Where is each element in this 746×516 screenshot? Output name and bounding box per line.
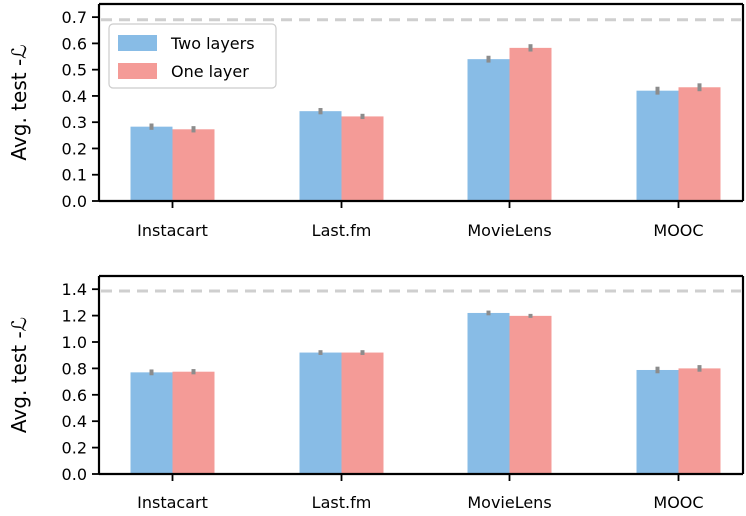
y-tick-label: 1.0 <box>62 333 87 352</box>
y-tick-label: 0.3 <box>62 113 87 132</box>
y-tick-label: 0.2 <box>62 139 87 158</box>
x-tick-label: Instacart <box>137 221 208 240</box>
bottom-chart: 0.0 0.2 0.4 0.6 0.8 1.0 1.2 1.4 Instacart Last.fm… <box>7 274 745 512</box>
x-tick-label: MovieLens <box>467 493 551 512</box>
bar-one-layer-instacart <box>172 371 215 474</box>
bar-two-layers-movielens <box>467 59 510 201</box>
y-tick-label: 0.1 <box>62 166 87 185</box>
y-tick-label: 0.4 <box>62 87 87 106</box>
bar-one-layer-movielens <box>509 47 552 202</box>
x-tick-label: Last.fm <box>312 493 372 512</box>
legend-label-one-layer: One layer <box>171 62 249 81</box>
y-tick-label: 0.8 <box>62 359 87 378</box>
bar-one-layer-instacart <box>172 129 215 201</box>
x-tick-label: MovieLens <box>467 221 551 240</box>
x-tick-label: Instacart <box>137 493 208 512</box>
x-tick-label: MOOC <box>653 493 703 512</box>
y-tick-label: 0.2 <box>62 439 87 458</box>
y-tick-label: 1.4 <box>62 280 87 299</box>
bar-two-layers-instacart <box>130 372 173 474</box>
bar-two-layers-instacart <box>130 126 173 201</box>
y-tick-label: 0.6 <box>62 386 87 405</box>
x-tick-label: Last.fm <box>312 221 372 240</box>
y-tick-label: 0.0 <box>62 192 87 211</box>
y-tick-label: 0.0 <box>62 465 87 484</box>
legend-swatch-one-layer <box>118 63 157 79</box>
y-tick-label: 0.4 <box>62 412 87 431</box>
legend-swatch-two-layers <box>118 35 157 51</box>
bar-two-layers-last-fm <box>299 352 342 474</box>
legend-label-two-layers: Two layers <box>170 34 255 53</box>
bar-two-layers-last-fm <box>299 111 342 201</box>
top-chart: 0.0 0.1 0.2 0.3 0.4 0.5 0.6 0.7 Instacart Last.fm… <box>7 2 745 240</box>
axes-frame <box>97 274 745 476</box>
y-tick-label: 1.2 <box>62 307 87 326</box>
axes-frame <box>97 2 745 203</box>
y-tick-label: 0.5 <box>62 61 87 80</box>
bar-two-layers-mooc <box>636 90 679 201</box>
y-axis-label: Avg. test -ℒ <box>7 44 31 160</box>
legend: Two layers One layer <box>108 23 277 89</box>
bar-one-layer-mooc <box>678 368 721 474</box>
y-tick-label: 0.7 <box>62 8 87 27</box>
bar-one-layer-last-fm <box>341 116 384 201</box>
bar-two-layers-mooc <box>636 369 679 474</box>
bar-one-layer-last-fm <box>341 352 384 474</box>
bar-two-layers-movielens <box>467 312 510 474</box>
bar-one-layer-movielens <box>509 315 552 474</box>
bar-one-layer-mooc <box>678 87 721 201</box>
x-tick-label: MOOC <box>653 221 703 240</box>
y-tick-label: 0.6 <box>62 34 87 53</box>
y-axis-label: Avg. test -ℒ <box>7 317 31 433</box>
